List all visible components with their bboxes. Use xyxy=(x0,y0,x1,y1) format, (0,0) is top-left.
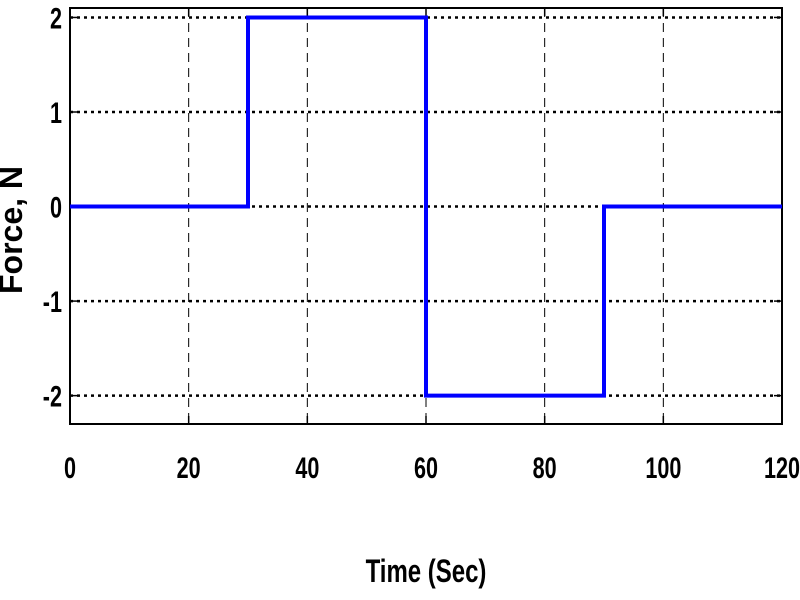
x-tick-label: 60 xyxy=(414,450,438,484)
x-tick-labels: 0 20 40 60 80 100 120 xyxy=(64,450,800,484)
y-tick-labels: 2 1 0 -1 -2 xyxy=(43,1,62,414)
y-axis-label: Force, N xyxy=(0,166,29,294)
x-tick-label: 100 xyxy=(645,450,681,484)
x-axis-label: Time (Sec) xyxy=(366,553,487,589)
x-tick-label: 40 xyxy=(295,450,319,484)
series-layer xyxy=(70,15,782,398)
x-tick-label: 0 xyxy=(64,450,76,484)
y-tick-label: 2 xyxy=(50,1,62,35)
y-tick-label: -1 xyxy=(43,285,62,319)
x-tick-label: 120 xyxy=(764,450,800,484)
force-series-line xyxy=(70,15,782,398)
y-tick-label: -2 xyxy=(43,379,62,413)
y-tick-label: 0 xyxy=(50,190,62,224)
x-tick-label: 20 xyxy=(177,450,201,484)
y-tick-label: 1 xyxy=(50,95,62,129)
x-tick-label: 80 xyxy=(533,450,557,484)
